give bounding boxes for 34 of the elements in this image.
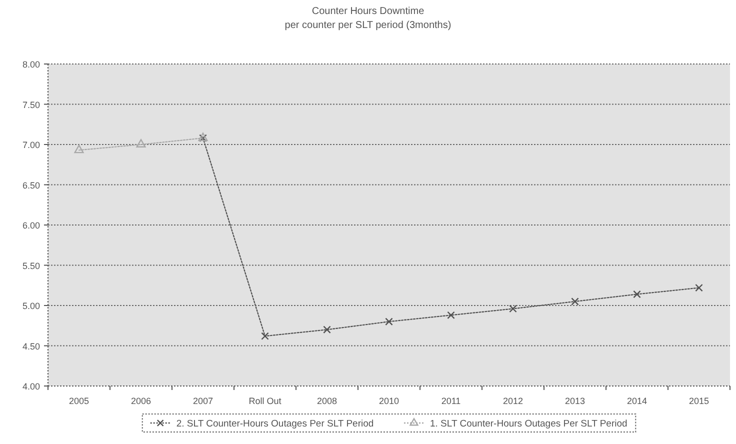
x-tick-label: 2005: [68, 396, 90, 406]
point: [136, 139, 146, 148]
x-tick-label: 2011: [441, 396, 461, 406]
legend-label: 2. SLT Counter-Hours Outages Per SLT Period: [176, 418, 374, 430]
chart-subtitle: per counter per SLT period (3months): [284, 20, 452, 31]
point: [261, 332, 269, 340]
point: [385, 318, 393, 326]
y-tick-label: 6.00: [22, 220, 40, 230]
point: [447, 311, 455, 320]
x-tick-label: 2010: [378, 396, 400, 406]
point: [74, 144, 84, 154]
point: [633, 290, 641, 298]
x-tick-label: 2007: [192, 396, 214, 406]
x-tick-label: 2015: [688, 396, 710, 406]
legend-label: 1. SLT Counter-Hours Outages Per SLT Period: [430, 418, 628, 430]
y-tick-label: 5.50: [22, 260, 40, 271]
x-tick-label: 2008: [316, 396, 338, 406]
chart-title: Counter Hours Downtime: [312, 6, 425, 17]
x-tick-label: Roll Out: [248, 396, 282, 406]
y-tick-label: 8.00: [22, 60, 40, 70]
point: [509, 304, 517, 313]
x-tick-label: 2006: [130, 396, 152, 406]
y-tick-label: 7.50: [22, 100, 40, 110]
x-tick-label: 2012: [502, 396, 524, 406]
y-tick-label: 4.50: [22, 341, 40, 352]
y-tick-label: 4.00: [22, 382, 40, 392]
point: [323, 326, 331, 334]
x-tick-label: 2014: [626, 396, 648, 406]
point: [571, 298, 579, 306]
y-tick-label: 5.00: [22, 301, 40, 311]
point: [695, 284, 703, 292]
y-tick-label: 7.00: [22, 140, 40, 150]
x-tick-label: 2013: [564, 396, 586, 406]
y-tick-label: 6.50: [22, 180, 40, 190]
